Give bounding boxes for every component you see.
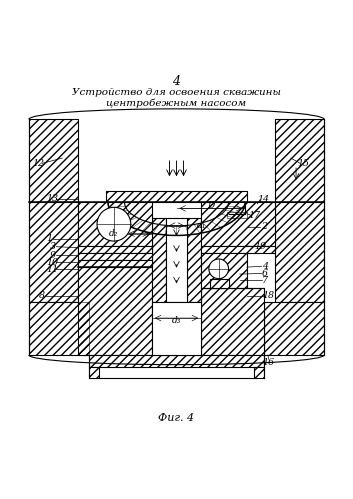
Text: D: D: [207, 202, 215, 211]
Polygon shape: [89, 367, 99, 378]
Text: Устройство для освоения скважины
центробежным насосом: Устройство для освоения скважины центроб…: [72, 88, 281, 108]
Polygon shape: [210, 279, 229, 288]
Polygon shape: [106, 212, 126, 218]
Text: 3: 3: [50, 242, 56, 251]
Text: 12: 12: [33, 159, 45, 168]
Polygon shape: [264, 302, 324, 355]
Polygon shape: [89, 355, 264, 367]
Text: 14: 14: [258, 195, 270, 204]
Polygon shape: [275, 119, 324, 202]
Text: 15: 15: [298, 159, 310, 168]
Text: Фиг. 4: Фиг. 4: [158, 413, 195, 423]
Polygon shape: [78, 253, 152, 260]
Text: 19: 19: [254, 242, 266, 251]
Text: 9: 9: [50, 250, 56, 259]
Polygon shape: [201, 202, 275, 246]
Polygon shape: [29, 202, 78, 302]
Polygon shape: [254, 367, 264, 378]
Polygon shape: [152, 302, 201, 355]
Text: d₁: d₁: [196, 221, 206, 230]
Polygon shape: [201, 253, 247, 288]
Polygon shape: [78, 202, 152, 246]
Polygon shape: [29, 119, 78, 202]
Text: 10: 10: [47, 257, 59, 266]
Text: 17: 17: [248, 211, 260, 220]
Text: 4: 4: [262, 262, 268, 271]
Text: d₂: d₂: [108, 229, 118, 238]
Text: 16: 16: [263, 358, 275, 367]
Polygon shape: [152, 218, 166, 302]
Text: 2: 2: [261, 222, 267, 231]
Polygon shape: [29, 302, 89, 355]
Polygon shape: [166, 218, 187, 302]
Text: d₃: d₃: [172, 316, 181, 325]
Text: 7: 7: [262, 276, 268, 285]
Text: 1: 1: [46, 235, 52, 244]
Polygon shape: [227, 212, 247, 218]
Text: 6: 6: [262, 269, 268, 278]
Text: 13: 13: [47, 194, 59, 203]
Text: 11: 11: [47, 264, 59, 273]
Circle shape: [97, 207, 131, 241]
Polygon shape: [78, 260, 152, 267]
Polygon shape: [275, 202, 324, 302]
Text: 4: 4: [173, 75, 180, 88]
Circle shape: [209, 259, 228, 278]
Text: 18: 18: [263, 291, 275, 300]
Polygon shape: [201, 288, 264, 355]
Polygon shape: [78, 267, 152, 355]
Polygon shape: [106, 192, 247, 202]
Polygon shape: [187, 218, 201, 302]
Polygon shape: [78, 246, 152, 253]
Polygon shape: [201, 246, 275, 253]
Text: 8: 8: [39, 291, 45, 300]
